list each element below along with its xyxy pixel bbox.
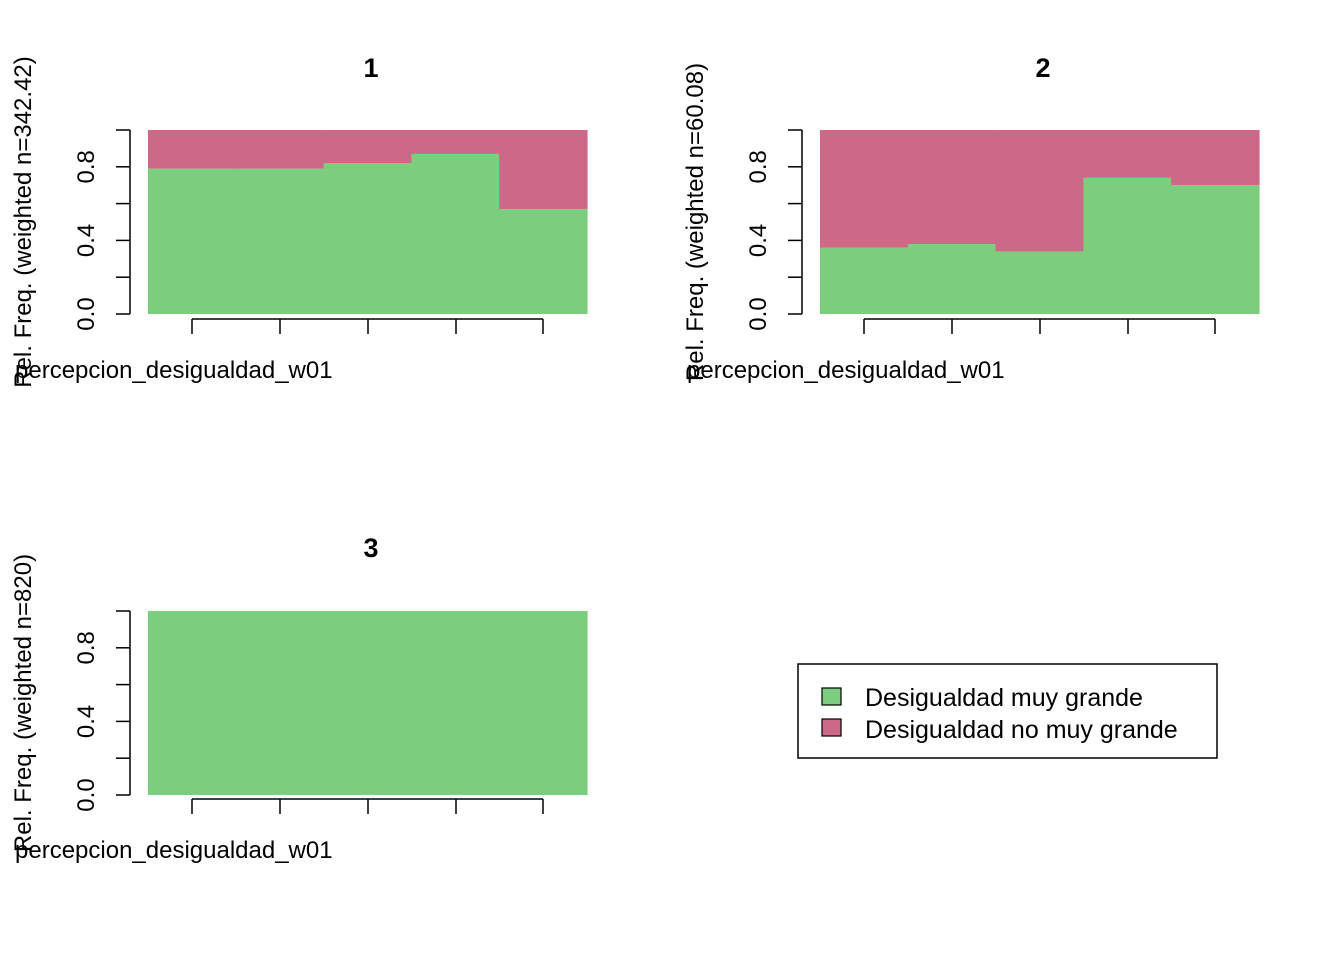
bar-1-3-series-1 [323,163,412,314]
panel-1-title: 1 [363,53,378,83]
bar-2-5-series-1 [1171,185,1260,314]
bar-3-1-series-1 [148,611,237,795]
bar-2-3-series-2 [995,130,1084,252]
panel-1-x-axis-label: percepcion_desigualdad_w01 [15,357,333,384]
bar-1-2-series-1 [235,168,325,314]
bar-2-3-series-1 [995,251,1084,314]
panel-3-x-axis-label: percepcion_desigualdad_w01 [15,837,333,864]
panel-1-y-axis: 0.0 0.4 0.8 [73,129,131,331]
bar-2-2-series-2 [907,130,997,245]
panel-1-y-axis-label: Rel. Freq. (weighted n=342.42) [10,56,37,388]
bar-2-4-series-1 [1083,177,1172,314]
legend-label-muy-grande: Desigualdad muy grande [865,684,1143,712]
panel-1-x-axis [191,318,544,334]
panel-1: 1 0.0 0.4 0.8 percepcion_desigualdad_w01 R… [10,53,588,388]
bar-2-1-series-2 [820,130,909,248]
panel-1-bars [148,130,588,314]
y-tick-label-0: 0.0 [73,297,100,330]
bar-2-2-series-1 [907,244,997,314]
y-tick-label-1: 0.4 [73,705,100,738]
bar-3-2-series-1 [235,611,325,795]
panel-3: 3 0.0 0.4 0.8 percepcion_desigualdad_w01 R… [10,533,588,864]
bar-1-4-series-2 [411,130,500,154]
bar-1-1-series-1 [148,168,237,314]
bar-3-5-series-1 [499,611,588,795]
y-tick-label-1: 0.4 [73,224,100,257]
y-tick-label-2: 0.8 [745,150,772,183]
legend-swatch-no-muy-grande [821,718,842,737]
y-tick-label-0: 0.0 [73,778,100,811]
panel-2-x-axis [863,318,1216,334]
panel-3-y-axis-label: Rel. Freq. (weighted n=820) [10,554,37,852]
panel-3-bars [148,611,588,795]
legend-label-no-muy-grande: Desigualdad no muy grande [865,716,1178,744]
panel-2-bars [820,130,1260,314]
bar-1-3-series-2 [323,130,412,164]
y-tick-label-2: 0.8 [73,150,100,183]
panel-2-title: 2 [1035,53,1050,83]
panel-3-title: 3 [363,533,378,563]
panel-2-y-axis: 0.0 0.4 0.8 [745,129,803,331]
legend: Desigualdad muy grande Desigualdad no mu… [797,663,1218,759]
bar-1-4-series-1 [411,153,500,314]
bar-3-4-series-1 [411,611,500,795]
legend-box [797,663,1218,759]
bar-2-5-series-2 [1171,130,1260,186]
bar-2-1-series-1 [820,247,909,314]
bar-1-1-series-2 [148,130,237,169]
bar-1-2-series-2 [235,130,325,169]
bar-1-5-series-2 [499,130,588,210]
bar-1-5-series-1 [499,209,588,314]
y-tick-label-0: 0.0 [745,297,772,330]
panel-3-y-axis: 0.0 0.4 0.8 [73,610,131,812]
panel-3-x-axis [191,798,544,814]
panel-2: 2 0.0 0.4 0.8 percepcion_desigualdad_w01 R… [682,53,1260,384]
y-tick-label-1: 0.4 [745,224,772,257]
bar-2-4-series-2 [1083,130,1172,178]
panel-2-y-axis-label: Rel. Freq. (weighted n=60.08) [682,63,709,381]
bar-3-3-series-1 [323,611,412,795]
panel-2-x-axis-label: percepcion_desigualdad_w01 [687,357,1005,384]
legend-swatch-muy-grande [821,687,842,706]
y-tick-label-2: 0.8 [73,631,100,664]
